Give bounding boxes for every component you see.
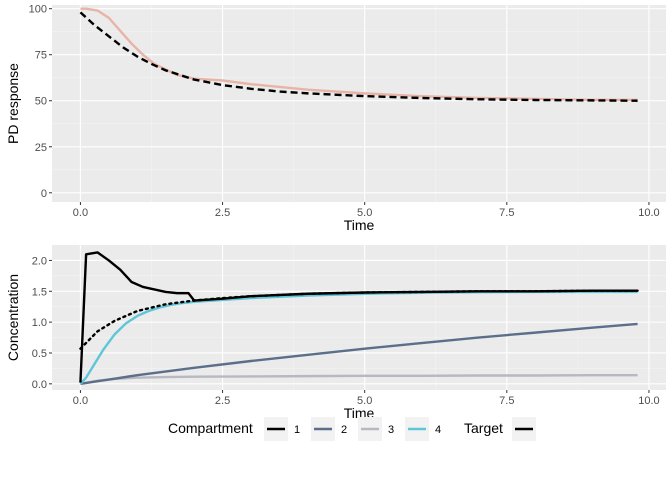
x-tick-label: 10.0: [638, 395, 659, 407]
y-tick-label: 0: [41, 188, 47, 200]
series-line-1: [79, 251, 638, 383]
legend-item-label: 1: [294, 424, 300, 436]
tick-labels: 0.0 2.5 5.0 7.5 10.0 0.0 0.5 1.0 1.5 2.0: [32, 255, 660, 407]
legend-item-label: 3: [388, 424, 394, 436]
legend-item-2: 2: [311, 417, 347, 441]
x-tick-label: 2.5: [215, 395, 230, 407]
y-tick-label: 0.5: [32, 348, 47, 360]
y-tick-label: 25: [35, 142, 47, 154]
x-tick-label: 7.5: [499, 395, 514, 407]
legend-item-label: 4: [435, 424, 441, 436]
x-tick-label: 10.0: [638, 207, 659, 219]
legend-title-compartment: Compartment: [168, 420, 253, 436]
series-group: [79, 7, 638, 102]
legend-item-4: 4: [405, 417, 441, 441]
pd-response-panel: 0.0 2.5 5.0 7.5 10.0 0 25 50 75 100 Time PD respo…: [5, 4, 666, 233]
legend-target-key: [512, 417, 536, 441]
y-axis-title: PD response: [5, 63, 21, 144]
tick-labels: 0.0 2.5 5.0 7.5 10.0 0 25 50 75 100: [29, 4, 660, 219]
y-tick-label: 2.0: [32, 255, 47, 267]
legend: Compartment 1 2 3 4 Target: [168, 417, 536, 441]
y-tick-label: 1.5: [32, 286, 47, 298]
concentration-panel: 0.0 2.5 5.0 7.5 10.00.00.51.01.52.0 Time Con…: [5, 245, 666, 421]
y-tick-label: 100: [29, 4, 47, 16]
series-line-2: [80, 322, 638, 386]
plot-background: [52, 245, 666, 390]
series-line-2: [79, 11, 638, 102]
y-tick-label: 75: [35, 50, 47, 62]
plot-background: [52, 5, 666, 202]
legend-compartment-items: 1 2 3 4: [264, 417, 441, 441]
x-tick-label: 7.5: [499, 207, 514, 219]
series-group: [79, 251, 639, 386]
gridlines: [52, 5, 666, 202]
x-axis-title: Time: [344, 217, 375, 233]
x-tick-label: 0.0: [73, 207, 88, 219]
x-tick-label: 2.5: [215, 207, 230, 219]
y-axis-title: Concentration: [5, 274, 21, 361]
legend-item-1: 1: [264, 417, 300, 441]
legend-item-3: 3: [358, 417, 394, 441]
y-tick-label: 0.0: [32, 379, 47, 391]
x-tick-label: 5.0: [357, 207, 372, 219]
x-tick-label: 5.0: [357, 395, 372, 407]
y-tick-label: 50: [35, 96, 47, 108]
y-tick-label: 1.0: [32, 317, 47, 329]
legend-title-target: Target: [464, 420, 503, 436]
x-tick-label: 0.0: [73, 395, 88, 407]
legend-item-label: 2: [341, 424, 347, 436]
